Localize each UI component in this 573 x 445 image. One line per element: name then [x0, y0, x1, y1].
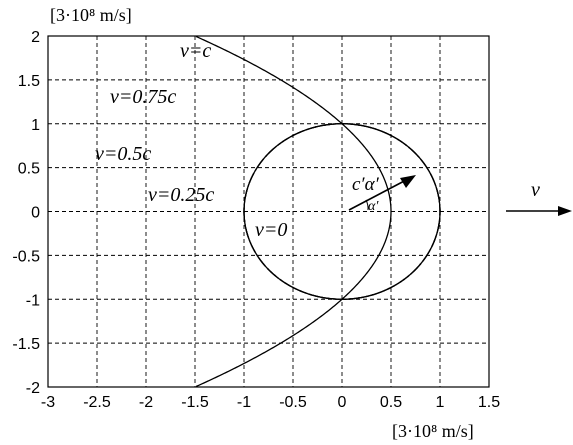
vector-label: c′α′: [352, 174, 380, 195]
plot-frame: [47, 35, 490, 388]
series-label-v-c: v=c: [180, 40, 211, 62]
y-tick-label: -0.5: [12, 248, 40, 265]
series-curves: [195, 35, 441, 388]
series-label-v-025c: v=0.25c: [148, 184, 214, 206]
series-label-v-075c: v=0.75c: [110, 86, 176, 108]
x-tick-label: 0: [338, 394, 347, 411]
series-curve-v-c: [195, 35, 392, 388]
y-tick-label: 1: [31, 117, 40, 134]
x-tick-label: -3: [41, 394, 55, 411]
y-tick-label: -1.5: [12, 336, 40, 353]
x-tick-label: -2.5: [83, 394, 111, 411]
x-tick-labels: -3 -2.5 -2 -1.5 -1 -0.5 0 0.5 1 1.5: [41, 394, 500, 411]
x-axis-unit: [3·10⁸ m/s]: [392, 421, 474, 441]
x-tick-label: -2: [139, 394, 153, 411]
x-tick-label: 1.5: [478, 394, 500, 411]
y-tick-label: -2: [26, 380, 40, 397]
series-labels: v=c v=0.75c v=0.5c v=0.25c v=0: [95, 40, 287, 241]
series-label-v-05c: v=0.5c: [95, 143, 151, 165]
x-tick-label: -0.5: [279, 394, 307, 411]
y-tick-label: 0: [31, 205, 40, 222]
y-tick-labels: 2 1.5 1 0.5 0 -0.5 -1 -1.5 -2: [12, 29, 40, 397]
velocity-label: v: [531, 179, 540, 201]
y-tick-label: 0.5: [18, 161, 40, 178]
y-tick-label: 2: [31, 29, 40, 46]
y-tick-label: -1: [26, 292, 40, 309]
y-axis-unit: [3·10⁸ m/s]: [50, 5, 132, 25]
x-tick-label: 0.5: [380, 394, 402, 411]
x-tick-label: -1: [237, 394, 251, 411]
x-tick-label: 1: [436, 394, 445, 411]
angle-label: α′: [368, 199, 379, 214]
velocity-vector: c′α′ α′: [348, 174, 416, 214]
x-tick-label: -1.5: [181, 394, 209, 411]
velocity-direction-arrow: v: [506, 179, 572, 216]
y-tick-label: 1.5: [18, 73, 40, 90]
series-label-v-0: v=0: [255, 219, 287, 241]
